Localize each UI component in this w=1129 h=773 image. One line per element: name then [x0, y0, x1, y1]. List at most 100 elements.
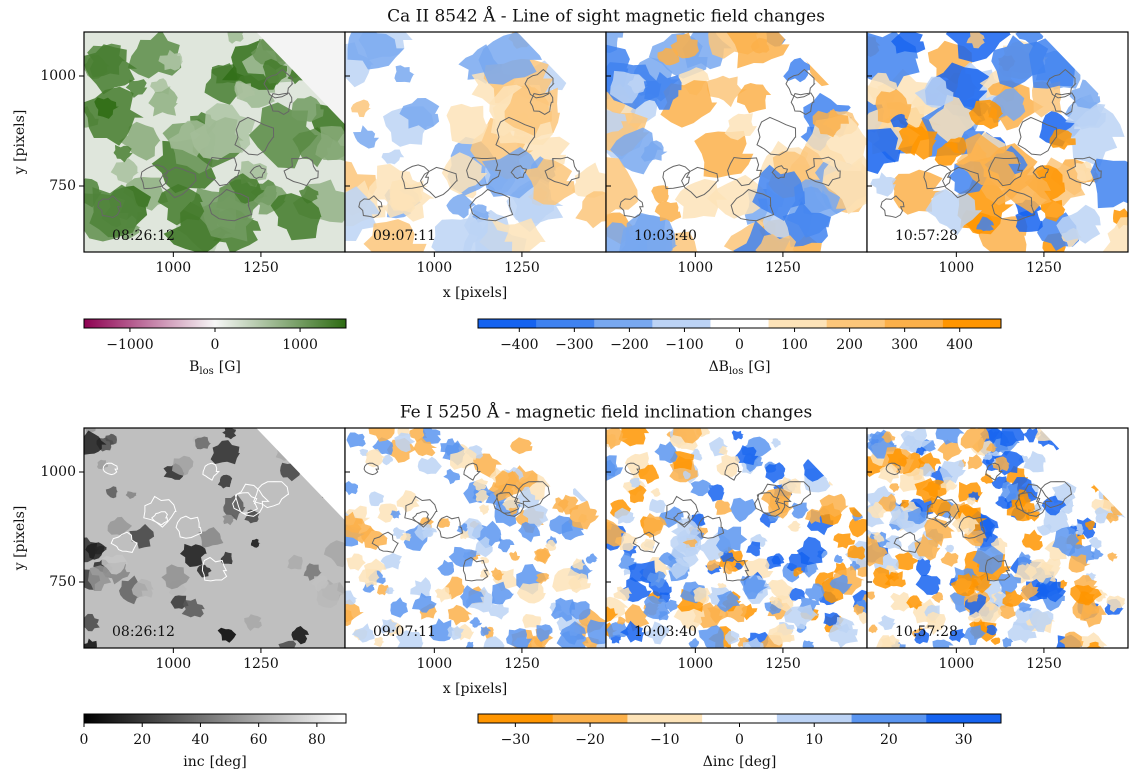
map-patch: [750, 37, 770, 54]
map-patch: [867, 433, 872, 441]
map-patch: [870, 172, 897, 197]
map-patch: [890, 591, 913, 612]
map-patch: [222, 428, 237, 440]
map-patch: [802, 640, 815, 648]
map-patch: [323, 540, 345, 568]
contour: [469, 188, 514, 222]
map-patch: [934, 141, 963, 166]
map-patch: [967, 611, 982, 623]
map-patch: [606, 428, 628, 450]
map-patch: [724, 113, 757, 141]
map-patch: [683, 470, 691, 480]
map-patch: [978, 600, 1002, 624]
contour: [358, 195, 383, 219]
map-patch: [131, 578, 154, 598]
map-patch: [368, 428, 395, 442]
map-patch: [822, 155, 867, 215]
map-patch: [1000, 428, 1025, 447]
map-patch: [380, 552, 402, 570]
map-patch: [491, 581, 514, 605]
map-patch: [867, 591, 876, 600]
map-patch: [960, 428, 990, 453]
colorbar-segment: [768, 319, 828, 328]
map-patch: [1073, 161, 1096, 182]
label-main: B: [189, 359, 199, 375]
map-patch: [671, 544, 699, 568]
map-patch: [84, 638, 98, 648]
map-patch: [829, 574, 853, 595]
contour: [885, 462, 902, 476]
map-patch: [1106, 595, 1126, 613]
colorbar-tick-label: 0: [735, 732, 744, 748]
map-patch: [93, 545, 107, 555]
map-patch: [291, 626, 309, 645]
map-patch: [101, 554, 128, 575]
map-patch: [571, 162, 606, 198]
map-image: [84, 428, 345, 648]
map-patch: [84, 430, 107, 455]
map-patch: [345, 481, 359, 496]
map-patch: [722, 562, 735, 575]
x-tick-label: 1000: [417, 260, 453, 276]
map-patch: [949, 591, 977, 613]
map-edge: [778, 428, 867, 521]
map-patch: [479, 504, 490, 515]
map-patch: [707, 484, 725, 502]
map-patch: [172, 455, 194, 476]
map-patch: [390, 510, 401, 519]
map-patch: [968, 99, 1004, 130]
map-patch: [1000, 481, 1020, 503]
map-patch: [244, 614, 262, 631]
map-patch: [951, 512, 980, 536]
chart-title: Ca II 8542 Å - Line of sight magnetic fi…: [387, 6, 825, 27]
contour: [462, 556, 489, 582]
x-tick-label: 1250: [504, 656, 540, 672]
map-patch: [963, 625, 987, 646]
map-patch: [441, 152, 488, 195]
map-patch: [670, 32, 699, 59]
map-patch: [935, 428, 965, 445]
contour: [143, 495, 177, 528]
colorbar-tick-label: 20: [133, 732, 151, 748]
map-patch: [868, 624, 878, 634]
map-patch: [310, 575, 330, 592]
map-patch: [1085, 520, 1096, 530]
contour: [412, 511, 429, 526]
map-patch: [983, 452, 993, 461]
map-patch: [768, 494, 794, 519]
map-patch: [886, 448, 909, 467]
label-main: inc: [183, 754, 204, 770]
contour: [495, 116, 536, 156]
map-patch: [391, 527, 406, 539]
contour: [1066, 156, 1102, 187]
map-patch: [765, 462, 786, 484]
contour: [697, 515, 725, 539]
contour: [234, 116, 275, 156]
map-patch: [1088, 537, 1102, 550]
map-patch: [157, 184, 205, 226]
map-patch: [693, 587, 711, 605]
map-patch: [536, 624, 553, 642]
map-patch: [937, 439, 963, 462]
map-patch: [227, 32, 244, 44]
x-axis-label: x [pixels]: [443, 681, 508, 697]
map-patch: [522, 614, 542, 629]
map-patch: [180, 543, 207, 567]
map-patch: [791, 502, 809, 519]
map-patch: [617, 616, 627, 625]
contour: [140, 164, 169, 190]
x-tick-label: 1000: [678, 656, 714, 672]
map-patch: [169, 120, 211, 157]
map-patch: [417, 456, 442, 475]
map-patch: [437, 559, 454, 576]
map-patch: [894, 552, 920, 571]
contour: [754, 492, 781, 514]
map-patch: [198, 527, 224, 549]
map-patch: [471, 204, 490, 223]
colorbar-segment: [851, 714, 927, 723]
map-patch: [483, 636, 505, 648]
map-patch: [97, 459, 109, 470]
contour: [529, 92, 554, 115]
map-patch: [706, 559, 721, 571]
contour: [249, 165, 267, 180]
